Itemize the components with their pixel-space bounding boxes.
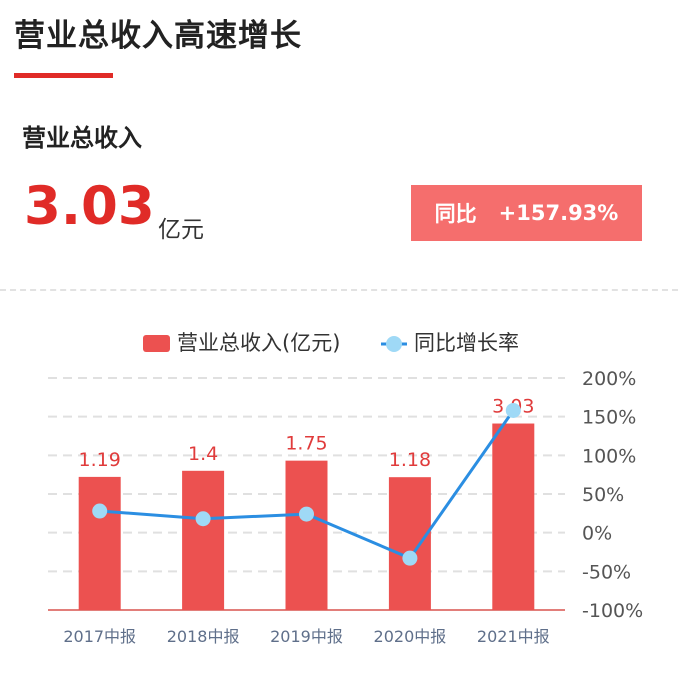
bar xyxy=(492,423,535,610)
growth-point xyxy=(402,550,418,566)
bar-value-label: 1.75 xyxy=(285,433,327,455)
yoy-badge: 同比 +157.93% xyxy=(411,185,642,241)
metric-label: 营业总收入 xyxy=(22,124,142,152)
bar-value-label: 1.4 xyxy=(188,443,218,465)
section-title: 营业总收入高速增长 xyxy=(14,18,302,54)
section-divider xyxy=(0,289,678,291)
bar xyxy=(182,470,225,610)
bar xyxy=(285,460,328,610)
x-tick-label: 2019中报 xyxy=(270,627,343,646)
x-tick-label: 2017中报 xyxy=(63,627,136,646)
revenue-chart: 200% 150% 100% 50% 0% -50% -100% 1.19 1.4 1.75 1.1… xyxy=(48,331,643,646)
yoy-value: +157.93% xyxy=(498,201,619,225)
y-tick-label: 50% xyxy=(582,484,624,506)
x-tick-label: 2021中报 xyxy=(477,627,550,646)
x-tick-label: 2018中报 xyxy=(167,627,240,646)
legend-bar-swatch xyxy=(143,335,170,352)
y-tick-label: 200% xyxy=(582,368,636,390)
growth-point xyxy=(505,402,521,418)
bar-value-label: 1.19 xyxy=(79,449,121,471)
metric-unit: 亿元 xyxy=(158,217,204,243)
yoy-label: 同比 xyxy=(434,202,477,226)
bar xyxy=(388,477,431,610)
growth-point xyxy=(299,506,314,522)
metric-value: 3.03 xyxy=(24,176,155,237)
legend-line-marker xyxy=(386,336,402,352)
y-tick-label: 150% xyxy=(582,407,636,429)
y-tick-label: 0% xyxy=(582,523,612,545)
y-tick-label: -50% xyxy=(582,561,631,583)
bar xyxy=(78,476,121,610)
y-tick-label: 100% xyxy=(582,445,636,467)
growth-point xyxy=(92,503,108,519)
growth-point xyxy=(195,511,211,527)
x-tick-label: 2020中报 xyxy=(374,627,447,646)
title-underline xyxy=(14,73,113,78)
legend-bar-label: 营业总收入(亿元) xyxy=(177,331,340,355)
legend-line-label: 同比增长率 xyxy=(414,331,519,355)
y-tick-label: -100% xyxy=(582,600,643,622)
bar-value-label: 1.18 xyxy=(389,449,431,471)
